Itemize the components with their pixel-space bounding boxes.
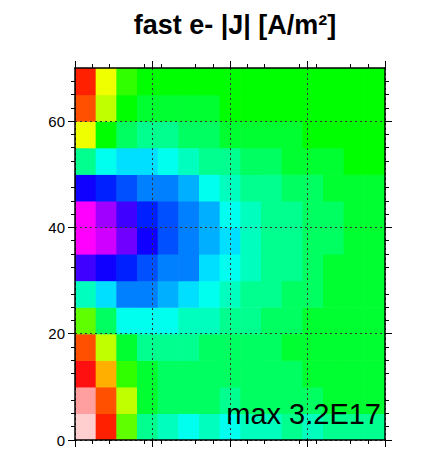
svg-text:0: 0 xyxy=(57,432,65,449)
svg-text:40: 40 xyxy=(48,219,65,236)
svg-text:fast e- |J| [A/m²]: fast e- |J| [A/m²] xyxy=(134,10,337,40)
svg-text:20: 20 xyxy=(48,325,65,342)
svg-text:60: 60 xyxy=(48,113,65,130)
svg-text:max 3.2E17: max 3.2E17 xyxy=(226,398,381,430)
